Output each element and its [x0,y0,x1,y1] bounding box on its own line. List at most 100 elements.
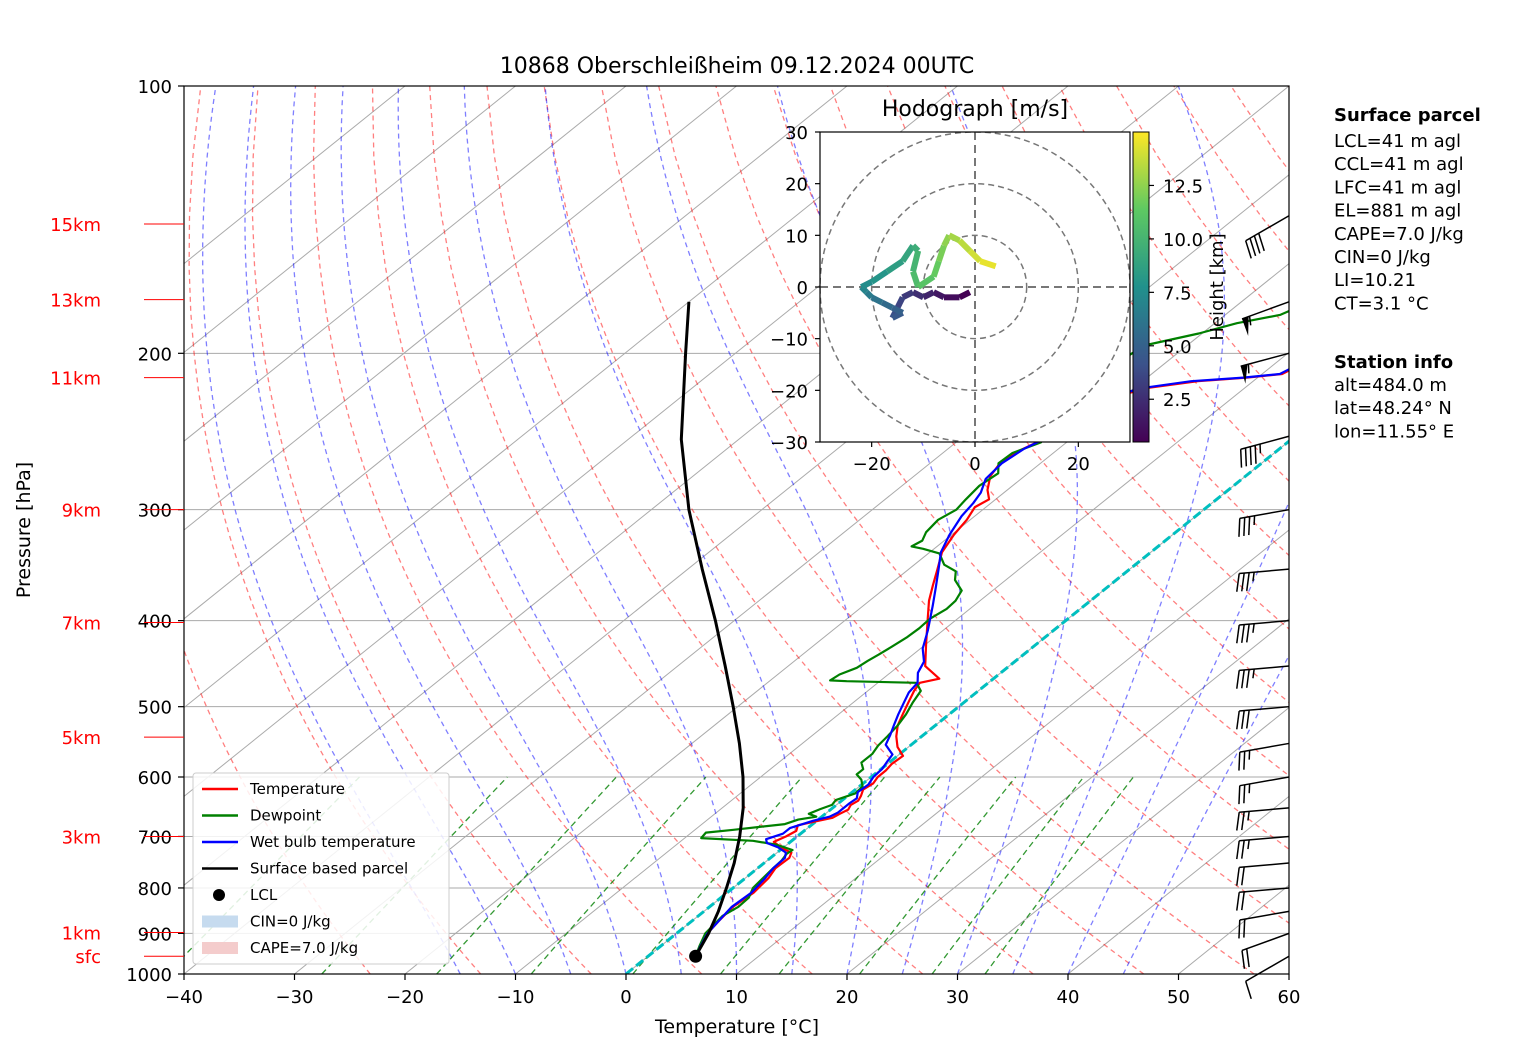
barb-full [1255,445,1256,463]
y-tick-label: 1000 [126,965,172,986]
barb-full [1247,710,1249,728]
x-tick-label: 30 [946,987,969,1008]
barb-full [1242,670,1244,688]
wind-barb [1239,911,1289,938]
x-tick-label: −10 [497,987,535,1008]
barb-full [1237,841,1239,859]
barb-full [1244,919,1245,937]
barb-flag [1241,364,1248,383]
barb-shaft [1240,510,1289,519]
barb-shaft [1239,863,1289,867]
surface-parcel-title: Surface parcel [1334,105,1481,126]
barb-shaft [1246,956,1289,981]
hodograph-segment [867,292,872,297]
barb-shaft [1242,933,1289,950]
station-info-title: Station info [1334,352,1453,373]
barb-full [1237,892,1239,910]
barb-full [1237,867,1239,885]
barb-full [1246,448,1247,466]
barb-full [1242,711,1244,729]
barb-half [1253,624,1254,633]
barb-full [1242,840,1244,858]
x-tick-label: 50 [1167,987,1190,1008]
x-tick-label: 40 [1057,987,1080,1008]
hodograph-y-label: −10 [770,330,808,351]
surface-parcel-line: CIN=0 J/kg [1334,247,1431,268]
y-tick-label: 300 [138,501,172,522]
mixing-ratio-line [932,777,1084,974]
hodograph-x-label: −20 [853,454,891,475]
wind-barb [1237,707,1289,730]
barb-full [1249,517,1250,535]
height-label: 11km [50,369,101,390]
colorbar-tick-label: 7.5 [1163,283,1192,304]
barb-full [1237,670,1239,688]
barb-full [1246,981,1252,999]
barb-full [1237,573,1239,591]
wind-barb [1237,569,1289,592]
wind-barb [1239,743,1289,770]
hodograph-x-label: 20 [1067,454,1090,475]
barb-full [1247,949,1249,967]
colorbar-tick-label: 5.0 [1163,337,1192,358]
wind-barb [1237,863,1289,886]
x-tick-label: 60 [1278,987,1301,1008]
legend-swatch-patch [202,942,238,954]
hodograph-y-label: 30 [785,123,808,144]
legend-label: Temperature [249,780,345,798]
barb-shaft [1239,707,1289,711]
height-label: 9km [62,501,101,522]
x-tick-label: 20 [836,987,859,1008]
hodograph-segment [913,246,918,251]
barb-shaft [1239,808,1289,812]
barb-full [1239,518,1240,536]
legend-label: CAPE=7.0 J/kg [250,939,358,957]
hodograph-x-label: 0 [969,454,980,475]
wind-barb [1239,510,1289,537]
wind-barb [1237,808,1289,831]
barb-shaft [1240,777,1289,786]
x-tick-label: 10 [725,987,748,1008]
barb-full [1242,892,1244,910]
barb-full [1242,867,1244,885]
station-info-line: lat=48.24° N [1334,398,1452,419]
barb-full [1244,751,1245,769]
y-tick-label: 200 [138,344,172,365]
y-tick-label: 500 [138,698,172,719]
lcl-marker [689,950,702,963]
wind-barb [1241,436,1289,467]
barb-flag [1242,317,1249,336]
colorbar-label: Height [km] [1207,233,1228,340]
legend-label: Dewpoint [250,807,321,825]
barb-full [1254,236,1260,254]
hodograph-title: Hodograph [m/s] [882,97,1068,122]
barb-full [1237,625,1239,643]
y-tick-label: 100 [138,77,172,98]
barb-half [1250,316,1251,325]
legend-label: Surface based parcel [250,860,408,878]
wind-barbs [1237,216,1289,999]
barb-full [1237,711,1239,729]
x-axis-label: Temperature [°C] [654,1016,819,1038]
station-info-line: alt=484.0 m [1334,375,1447,396]
moist-adiabat [464,86,736,974]
barb-full [1250,238,1256,256]
hodograph-y-label: −20 [770,381,808,402]
barb-half [1253,669,1254,678]
height-label: 7km [62,614,101,635]
x-tick-label: −20 [386,987,424,1008]
barb-full [1241,449,1242,467]
height-label: 13km [50,291,101,312]
surface-parcel-line: LCL=41 m agl [1334,131,1461,152]
y-tick-label: 600 [138,768,172,789]
legend-swatch-marker [213,889,225,901]
barb-full [1237,812,1239,830]
colorbar-tick-label: 10.0 [1163,230,1203,251]
surface-parcel-line: CT=3.1 °C [1334,293,1429,314]
wind-barb [1246,216,1289,259]
barb-full [1250,447,1251,465]
